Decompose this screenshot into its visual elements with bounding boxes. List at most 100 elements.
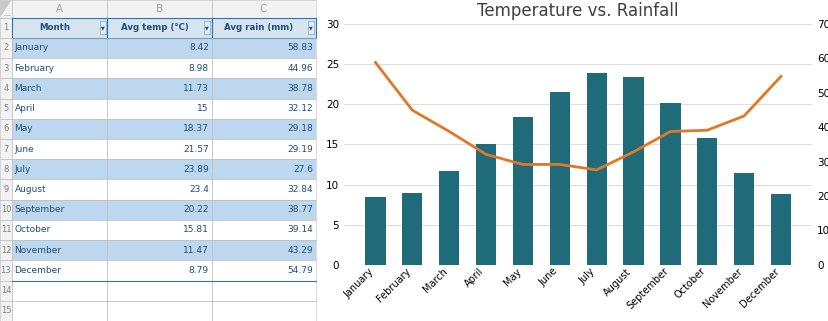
Bar [204,21,210,34]
Text: Avg temp (°C): Avg temp (°C) [120,23,188,32]
Bar [696,138,716,265]
Text: April: April [14,104,36,113]
Bar [659,103,680,265]
Bar [0,18,12,38]
Bar [12,220,108,240]
Bar [12,119,108,139]
Bar [733,173,753,265]
Bar [108,78,211,99]
Bar [0,301,12,321]
Bar [100,21,106,34]
Text: 8.79: 8.79 [189,266,209,275]
Bar [12,139,108,159]
Bar [623,77,643,265]
Bar [0,58,12,78]
Bar [108,159,211,179]
Text: August: August [14,185,46,194]
Text: 27.6: 27.6 [292,165,312,174]
Bar [108,301,211,321]
Text: October: October [14,225,51,235]
Text: 38.77: 38.77 [286,205,312,214]
Text: 32.12: 32.12 [287,104,312,113]
Bar [0,78,12,99]
Text: May: May [14,124,33,134]
Text: 38.78: 38.78 [286,84,312,93]
Text: November: November [14,246,61,255]
Title: Temperature vs. Rainfall: Temperature vs. Rainfall [477,2,678,20]
Bar [0,179,12,200]
Bar [108,179,211,200]
Text: ▼: ▼ [205,25,209,30]
Bar [211,38,315,58]
Text: ▼: ▼ [309,25,313,30]
Text: 44.96: 44.96 [287,64,312,73]
Bar [211,220,315,240]
Text: A: A [56,4,63,14]
Bar [0,139,12,159]
Bar [12,179,108,200]
Bar [108,99,211,119]
Bar [108,38,211,58]
Text: September: September [14,205,65,214]
Text: 43.29: 43.29 [287,246,312,255]
Text: 8: 8 [3,165,8,174]
Bar [0,99,12,119]
Bar [439,171,459,265]
Text: 5: 5 [3,104,8,113]
Polygon shape [0,1,11,17]
Text: C: C [259,4,267,14]
Bar [108,220,211,240]
Bar [12,159,108,179]
Bar [211,58,315,78]
Bar [12,260,108,281]
Bar [365,197,385,265]
Bar [108,240,211,260]
Bar [211,260,315,281]
Text: 18.37: 18.37 [183,124,209,134]
Text: 58.83: 58.83 [286,43,312,53]
Text: 15.81: 15.81 [183,225,209,235]
Bar [211,301,315,321]
Bar [211,240,315,260]
Text: 15: 15 [197,104,209,113]
Text: 9: 9 [3,185,8,194]
Text: 15: 15 [1,306,11,316]
Text: 6: 6 [3,124,8,134]
Text: Avg rain (mm): Avg rain (mm) [224,23,293,32]
Text: ▼: ▼ [101,25,105,30]
Text: 3: 3 [3,64,8,73]
Text: 2: 2 [3,43,8,53]
Bar [12,0,108,18]
Bar [0,200,12,220]
Text: December: December [14,266,61,275]
Bar [0,0,12,18]
Bar [586,73,606,265]
Bar [0,260,12,281]
Text: 11: 11 [1,225,11,235]
Bar [0,119,12,139]
Text: July: July [14,165,31,174]
Bar [108,139,211,159]
Text: 8.42: 8.42 [189,43,209,53]
Text: 1: 1 [3,23,8,32]
Bar [108,200,211,220]
Bar [211,119,315,139]
Text: 23.4: 23.4 [189,185,209,194]
Text: 21.57: 21.57 [183,144,209,154]
Text: 11.73: 11.73 [183,84,209,93]
Bar [108,119,211,139]
Bar [211,179,315,200]
Bar [475,144,496,265]
Bar [402,193,422,265]
Bar [12,99,108,119]
Bar [211,200,315,220]
Bar [0,281,12,301]
Bar [0,38,12,58]
Bar [0,240,12,260]
Text: 7: 7 [3,144,8,154]
Text: 4: 4 [3,84,8,93]
Text: 32.84: 32.84 [287,185,312,194]
Text: 20.22: 20.22 [183,205,209,214]
Text: 11.47: 11.47 [183,246,209,255]
Bar [211,139,315,159]
